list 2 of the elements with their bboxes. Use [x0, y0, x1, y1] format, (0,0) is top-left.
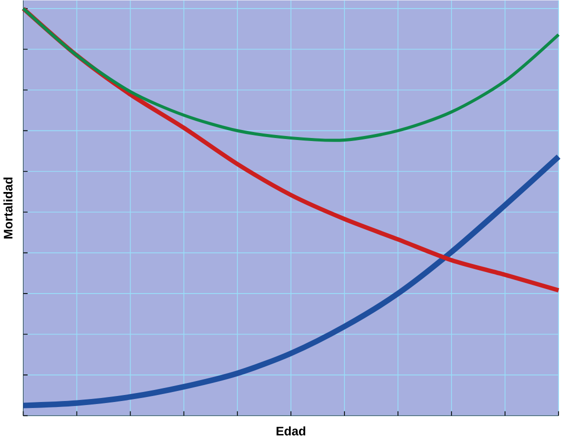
x-axis-title: Edad: [276, 426, 306, 436]
y-axis-title: Mortalidad: [3, 178, 13, 239]
